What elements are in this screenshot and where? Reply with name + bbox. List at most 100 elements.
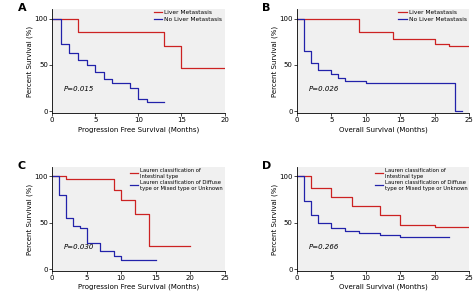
Lauren classification of
Intestinal type — [349, 195, 355, 199]
No Liver Metastasis — [342, 79, 348, 83]
No Liver Metastasis — [308, 61, 313, 65]
No Liver Metastasis — [49, 17, 55, 20]
Lauren classification of
Intestinal type — [118, 198, 124, 201]
Line: Liver Metastasis: Liver Metastasis — [297, 18, 469, 46]
X-axis label: Progression Free Survival (Months): Progression Free Survival (Months) — [78, 126, 199, 132]
Line: Lauren classification of
Intestinal type: Lauren classification of Intestinal type — [52, 176, 190, 246]
Y-axis label: Percent Survival (%): Percent Survival (%) — [27, 184, 33, 255]
Line: Lauren classification of Diffuse
type or Mixed type or Unknown: Lauren classification of Diffuse type or… — [52, 176, 155, 260]
Legend: Liver Metastasis, No Liver Metastasis: Liver Metastasis, No Liver Metastasis — [397, 9, 468, 23]
Line: No Liver Metastasis: No Liver Metastasis — [52, 18, 164, 102]
Liver Metastasis — [179, 44, 184, 48]
No Liver Metastasis — [136, 97, 141, 101]
Lauren classification of Diffuse
type or Mixed type or Unknown — [77, 226, 82, 230]
Lauren classification of Diffuse
type or Mixed type or Unknown — [118, 258, 124, 262]
Lauren classification of
Intestinal type — [132, 198, 138, 201]
Liver Metastasis — [466, 44, 472, 48]
Lauren classification of Diffuse
type or Mixed type or Unknown — [84, 226, 90, 230]
Text: P=0.015: P=0.015 — [64, 86, 95, 92]
No Liver Metastasis — [453, 109, 458, 113]
Lauren classification of Diffuse
type or Mixed type or Unknown — [315, 213, 320, 217]
Lauren classification of Diffuse
type or Mixed type or Unknown — [98, 249, 103, 253]
Lauren classification of Diffuse
type or Mixed type or Unknown — [49, 175, 55, 178]
Lauren classification of Diffuse
type or Mixed type or Unknown — [356, 229, 362, 233]
No Liver Metastasis — [308, 49, 313, 53]
Lauren classification of Diffuse
type or Mixed type or Unknown — [111, 254, 117, 258]
Lauren classification of
Intestinal type — [308, 186, 313, 189]
Legend: Lauren classification of
Intestinal type, Lauren classification of Diffuse
type : Lauren classification of Intestinal type… — [374, 167, 468, 192]
No Liver Metastasis — [328, 69, 334, 72]
Liver Metastasis — [179, 66, 184, 70]
X-axis label: Progression Free Survival (Months): Progression Free Survival (Months) — [78, 284, 199, 290]
Lauren classification of Diffuse
type or Mixed type or Unknown — [446, 235, 451, 239]
Lauren classification of
Intestinal type — [377, 204, 383, 208]
Text: P=0.030: P=0.030 — [64, 244, 95, 250]
Liver Metastasis — [75, 30, 81, 34]
No Liver Metastasis — [75, 59, 81, 62]
Lauren classification of Diffuse
type or Mixed type or Unknown — [153, 258, 158, 262]
Lauren classification of Diffuse
type or Mixed type or Unknown — [432, 235, 438, 239]
No Liver Metastasis — [58, 42, 64, 45]
Lauren classification of
Intestinal type — [398, 213, 403, 217]
Lauren classification of Diffuse
type or Mixed type or Unknown — [63, 216, 69, 220]
No Liver Metastasis — [363, 79, 369, 83]
Y-axis label: Percent Survival (%): Percent Survival (%) — [271, 26, 278, 97]
Liver Metastasis — [49, 17, 55, 20]
No Liver Metastasis — [301, 49, 307, 53]
No Liver Metastasis — [342, 76, 348, 80]
No Liver Metastasis — [58, 17, 64, 20]
Lauren classification of
Intestinal type — [432, 223, 438, 226]
Lauren classification of Diffuse
type or Mixed type or Unknown — [294, 175, 300, 178]
No Liver Metastasis — [92, 71, 98, 74]
Lauren classification of
Intestinal type — [111, 177, 117, 181]
Liver Metastasis — [432, 42, 438, 45]
Y-axis label: Percent Survival (%): Percent Survival (%) — [27, 26, 33, 97]
Legend: Liver Metastasis, No Liver Metastasis: Liver Metastasis, No Liver Metastasis — [153, 9, 223, 23]
Lauren classification of Diffuse
type or Mixed type or Unknown — [342, 226, 348, 230]
Lauren classification of Diffuse
type or Mixed type or Unknown — [56, 193, 62, 197]
No Liver Metastasis — [84, 63, 90, 67]
No Liver Metastasis — [453, 82, 458, 85]
Line: Liver Metastasis: Liver Metastasis — [52, 18, 225, 68]
Liver Metastasis — [446, 44, 451, 48]
Lauren classification of
Intestinal type — [111, 188, 117, 192]
Lauren classification of
Intestinal type — [146, 244, 152, 248]
Lauren classification of Diffuse
type or Mixed type or Unknown — [377, 233, 383, 237]
Lauren classification of Diffuse
type or Mixed type or Unknown — [301, 200, 307, 203]
Liver Metastasis — [356, 17, 362, 20]
Lauren classification of Diffuse
type or Mixed type or Unknown — [111, 249, 117, 253]
X-axis label: Overall Survival (Months): Overall Survival (Months) — [339, 284, 428, 290]
No Liver Metastasis — [336, 76, 341, 80]
Legend: Lauren classification of
Intestinal type, Lauren classification of Diffuse
type : Lauren classification of Intestinal type… — [129, 167, 224, 192]
No Liver Metastasis — [84, 59, 90, 62]
No Liver Metastasis — [136, 86, 141, 90]
No Liver Metastasis — [127, 86, 133, 90]
Lauren classification of
Intestinal type — [294, 175, 300, 178]
Lauren classification of Diffuse
type or Mixed type or Unknown — [328, 226, 334, 230]
Lauren classification of Diffuse
type or Mixed type or Unknown — [377, 231, 383, 235]
Lauren classification of
Intestinal type — [146, 212, 152, 215]
Lauren classification of
Intestinal type — [432, 225, 438, 228]
Lauren classification of Diffuse
type or Mixed type or Unknown — [315, 221, 320, 225]
Lauren classification of
Intestinal type — [349, 204, 355, 208]
No Liver Metastasis — [92, 63, 98, 67]
Text: P=0.266: P=0.266 — [309, 244, 339, 250]
No Liver Metastasis — [66, 42, 72, 45]
No Liver Metastasis — [144, 100, 150, 104]
Text: C: C — [18, 161, 26, 171]
Lauren classification of Diffuse
type or Mixed type or Unknown — [70, 216, 76, 220]
No Liver Metastasis — [109, 82, 115, 85]
Lauren classification of Diffuse
type or Mixed type or Unknown — [342, 229, 348, 233]
No Liver Metastasis — [336, 72, 341, 76]
Line: No Liver Metastasis: No Liver Metastasis — [297, 18, 462, 111]
No Liver Metastasis — [109, 77, 115, 81]
X-axis label: Overall Survival (Months): Overall Survival (Months) — [339, 126, 428, 132]
Lauren classification of Diffuse
type or Mixed type or Unknown — [77, 224, 82, 227]
No Liver Metastasis — [66, 51, 72, 55]
Y-axis label: Percent Survival (%): Percent Survival (%) — [271, 184, 278, 255]
Lauren classification of Diffuse
type or Mixed type or Unknown — [432, 235, 438, 239]
No Liver Metastasis — [127, 82, 133, 85]
Lauren classification of
Intestinal type — [466, 225, 472, 228]
Text: P=0.026: P=0.026 — [309, 86, 339, 92]
No Liver Metastasis — [363, 81, 369, 84]
